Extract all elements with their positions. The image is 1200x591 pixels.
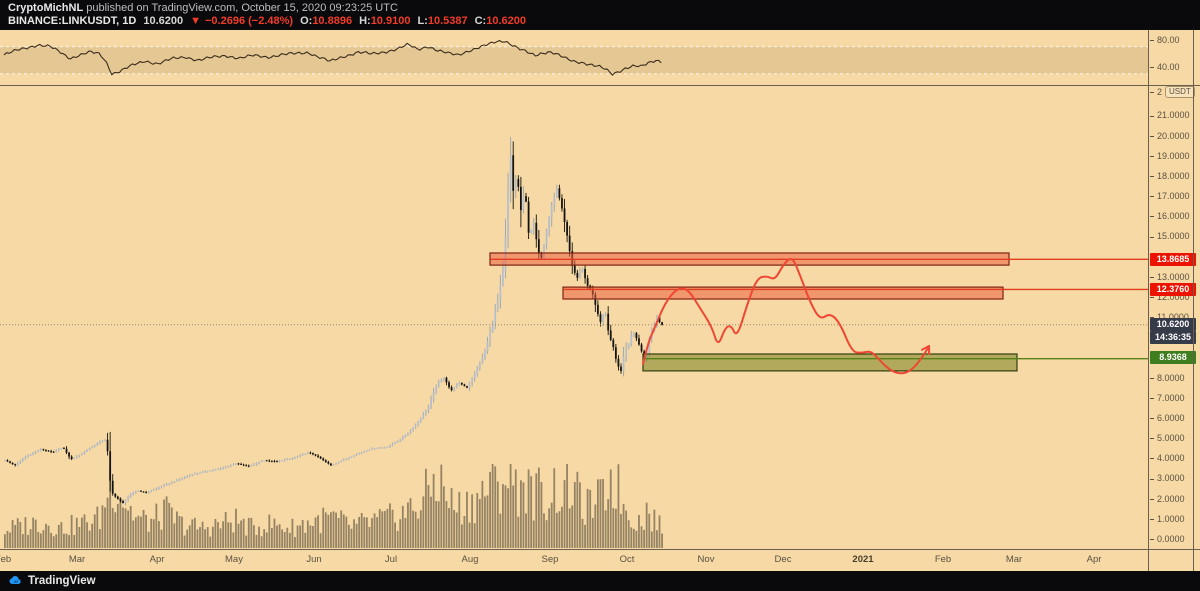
support-level-label: 8.9368 <box>1150 351 1196 364</box>
time-axis[interactable]: Feb Mar Apr May Jun Jul Aug Sep Oct Nov Dec 2021 Feb… <box>0 549 1148 571</box>
price-tick: 19.0000 <box>1150 151 1190 161</box>
last-price: 10.6200 <box>143 15 184 27</box>
low-label: L: <box>417 15 428 27</box>
rsi-line <box>3 39 662 76</box>
supply-demand-zones <box>489 252 1018 372</box>
brand-name[interactable]: TradingView <box>28 575 96 587</box>
time-axis-label: Apr <box>149 554 165 565</box>
currency-unit-button[interactable]: USDT <box>1165 86 1195 98</box>
current-price-label: 10.6200 <box>1150 318 1196 331</box>
price-tick: 11.0000 <box>1150 312 1189 322</box>
symbol-label[interactable]: BINANCE:LINKUSDT, 1D <box>8 15 137 27</box>
open-label: O: <box>300 15 313 27</box>
price-tick: 18.0000 <box>1150 171 1190 181</box>
time-axis-label: Feb <box>934 554 952 565</box>
high-value: 10.9100 <box>370 15 411 27</box>
price-tick: 1.0000 <box>1150 514 1185 524</box>
price-tick: 4.0000 <box>1150 453 1185 463</box>
candlestick-series <box>4 136 663 506</box>
support-zone <box>642 353 1018 372</box>
price-tick: 13.0000 <box>1150 272 1190 282</box>
bar-countdown-label: 14:36:35 <box>1150 331 1196 344</box>
rsi-tick-80: 80.00 <box>1150 35 1180 45</box>
price-tick: 6.0000 <box>1150 413 1185 423</box>
time-axis-label: Mar <box>1005 554 1023 565</box>
price-tick: 17.0000 <box>1150 191 1190 201</box>
price-tick: 15.0000 <box>1150 231 1190 241</box>
time-axis-label: Oct <box>619 554 635 565</box>
close-value: 10.6200 <box>486 15 526 27</box>
time-axis-label: May <box>225 554 243 565</box>
high-label: H: <box>359 15 371 27</box>
pane-separator[interactable] <box>0 85 1200 86</box>
close-label: C: <box>474 15 487 27</box>
resistance-level-label-1: 13.8685 <box>1150 253 1196 266</box>
symbol-info: BINANCE:LINKUSDT, 1D 10.6200 ▼ −0.2696 (−2.… <box>8 15 526 27</box>
time-axis-label: Feb <box>0 554 12 565</box>
resistance-zone <box>562 286 1004 300</box>
price-change: −0.2696 (−2.48%) <box>205 15 294 27</box>
price-tick: 2.0000 <box>1150 494 1185 504</box>
price-tick: 21.0000 <box>1150 110 1190 120</box>
rsi-tick-40: 40.00 <box>1150 62 1180 72</box>
resistance-level-label-2: 12.3760 <box>1150 283 1196 296</box>
price-tick: 12.0000 <box>1150 292 1190 302</box>
price-projection-path <box>642 258 930 375</box>
tradingview-logo-icon[interactable] <box>7 574 22 589</box>
axis-unit-row: 2 USDT <box>1150 85 1195 99</box>
time-axis-label: Mar <box>68 554 86 565</box>
time-axis-label: Apr <box>1086 554 1102 565</box>
time-axis-label: Aug <box>461 554 479 565</box>
price-tick: 20.0000 <box>1150 131 1190 141</box>
time-axis-label: Jul <box>384 554 398 565</box>
price-tick: 3.0000 <box>1150 473 1185 483</box>
low-value: 10.5387 <box>427 15 468 27</box>
time-axis-separator[interactable] <box>0 549 1200 550</box>
time-axis-label: Jun <box>306 554 322 565</box>
author-name: CryptoMichNL <box>8 2 84 14</box>
price-tick: 7.0000 <box>1150 393 1185 403</box>
publish-text: published on TradingView.com, October 15… <box>83 2 398 14</box>
projection-drawing <box>642 258 931 375</box>
projection-arrowhead <box>921 345 930 351</box>
clipped-top-tick: 2 <box>1150 87 1162 97</box>
time-axis-label: Sep <box>541 554 559 565</box>
open-value: 10.8896 <box>312 15 353 27</box>
down-triangle-icon: ▼ <box>190 15 201 27</box>
price-tick: 5.0000 <box>1150 433 1185 443</box>
time-axis-label: Nov <box>697 554 715 565</box>
price-tick: 8.0000 <box>1150 373 1185 383</box>
header-bar: CryptoMichNL published on TradingView.co… <box>0 0 1200 30</box>
price-pane[interactable] <box>0 85 1148 549</box>
price-axis[interactable]: 80.00 40.00 2 USDT 0.0000 1.0000 2.0000 3.00… <box>1148 30 1200 571</box>
horizontal-level-lines <box>0 258 1148 360</box>
price-tick: 0.0000 <box>1150 534 1185 544</box>
rsi-pane[interactable] <box>0 30 1148 85</box>
footer-bar: TradingView <box>0 571 1200 591</box>
price-tick: 16.0000 <box>1150 211 1190 221</box>
time-axis-label: Dec <box>774 554 792 565</box>
volume-series <box>4 464 663 548</box>
time-axis-label: 2021 <box>852 554 874 565</box>
publish-info: CryptoMichNL published on TradingView.co… <box>8 2 398 14</box>
axis-right-edge <box>1193 30 1194 571</box>
